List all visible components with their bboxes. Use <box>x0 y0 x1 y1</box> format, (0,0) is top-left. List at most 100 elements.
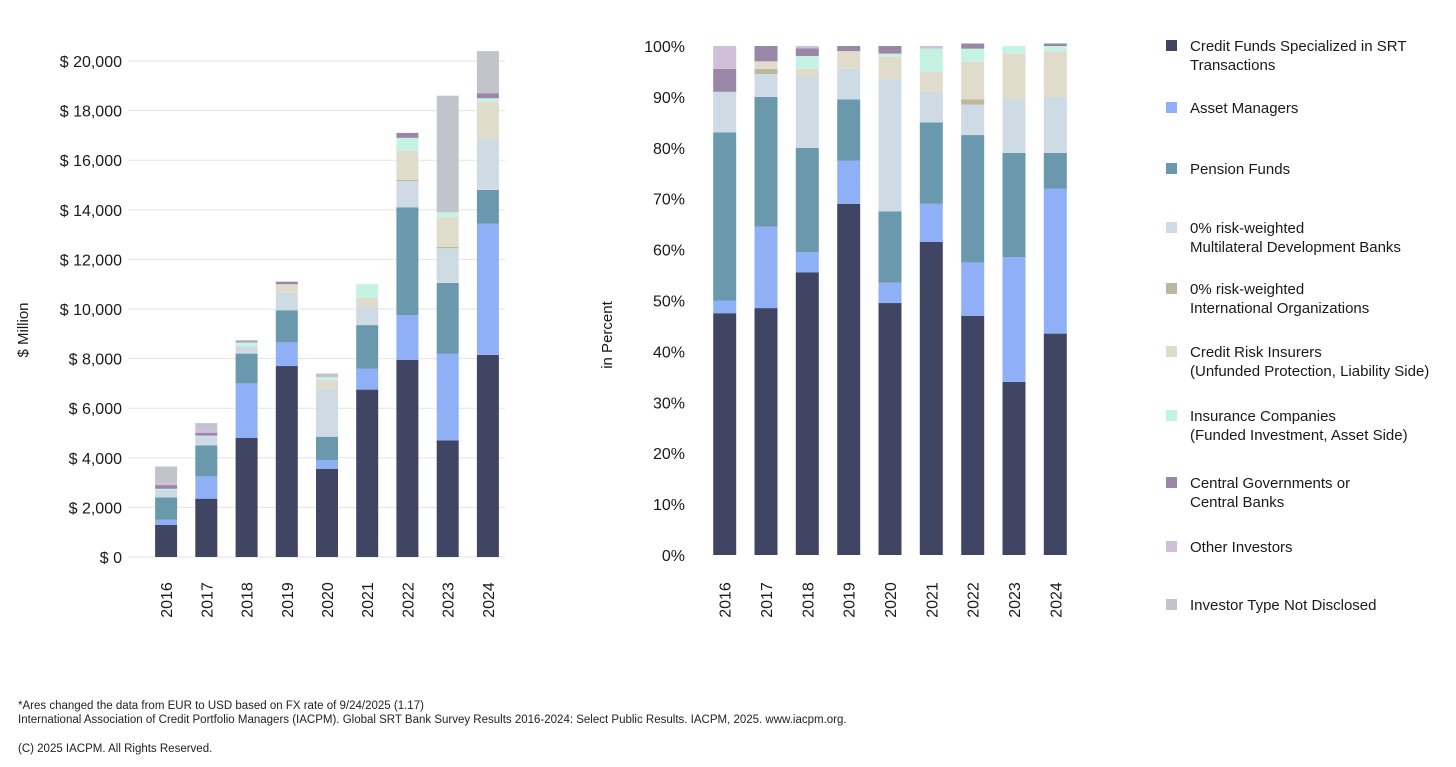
amount-bar-segment <box>195 433 218 436</box>
percent-ytick-label: 10% <box>653 497 685 514</box>
percent-ytick-label: 90% <box>653 90 685 107</box>
percent-bar-segment <box>961 99 985 105</box>
percent-bar-segment <box>713 68 737 92</box>
amount-ytick-label: $ 10,000 <box>60 302 122 319</box>
legend-swatch-intl-org <box>1166 283 1177 294</box>
amount-bar-segment <box>316 460 338 469</box>
percent-bar-segment <box>795 48 819 57</box>
percent-bar-segment <box>837 99 861 161</box>
footnote-fx: *Ares changed the data from EUR to USD b… <box>18 700 424 712</box>
amount-xtick-label: 2023 <box>441 582 458 618</box>
percent-bar-segment <box>919 46 943 49</box>
percent-bar-segment <box>795 76 819 148</box>
legend-swatch-credit-funds <box>1166 40 1177 51</box>
legend-swatch-not-disclosed <box>1166 599 1177 610</box>
amount-bar-segment <box>316 373 338 378</box>
percent-bar-segment <box>961 43 985 49</box>
legend-swatch-asset-managers <box>1166 102 1177 113</box>
legend-item-intl-org: 0% risk-weighted International Organizat… <box>1166 280 1456 318</box>
amount-bar-segment <box>195 435 218 446</box>
percent-bar-segment <box>754 61 778 69</box>
percent-bar-segment <box>837 51 861 69</box>
amount-bar-segment <box>476 190 499 224</box>
percent-bar-segment <box>1043 333 1067 555</box>
percent-bar-segment <box>878 211 902 283</box>
amount-bar-segment <box>155 490 178 498</box>
amount-ytick-label: $ 8,000 <box>69 352 122 369</box>
amount-bar-segment <box>195 428 218 433</box>
amount-bar-segment <box>235 438 258 557</box>
amount-ylabel: $ Million <box>15 302 32 357</box>
legend-swatch-insurance <box>1166 410 1177 421</box>
percent-ytick-label: 40% <box>653 344 685 361</box>
amount-bar-segment <box>275 284 298 293</box>
percent-xtick-label: 2022 <box>966 582 983 618</box>
percent-ylabel: in Percent <box>599 300 616 368</box>
amount-bar-segment <box>155 482 178 486</box>
percent-ytick-label: 100% <box>644 39 685 56</box>
amount-ytick-label: $ 16,000 <box>60 153 122 170</box>
percent-bar-segment <box>713 91 737 133</box>
percent-xtick-label: 2018 <box>800 582 817 618</box>
amount-bar-segment <box>436 247 459 249</box>
amount-bar-segment <box>436 248 459 283</box>
amount-bar-segment <box>235 341 258 343</box>
amount-bar-segment <box>436 95 459 213</box>
amount-bar-segment <box>316 379 338 389</box>
legend-label-other: Other Investors <box>1190 539 1293 556</box>
percent-bar-segment <box>713 313 737 555</box>
percent-xtick-label: 2024 <box>1048 582 1065 618</box>
amount-bar-segment <box>316 377 338 380</box>
amount-bar-segment <box>316 469 338 557</box>
percent-bar-segment <box>919 71 943 92</box>
amount-bar-segment <box>155 497 178 520</box>
amount-bar-segment <box>155 524 178 557</box>
percent-ytick-label: 80% <box>653 141 685 158</box>
percent-bar-segment <box>1043 51 1067 97</box>
amount-bar-segment <box>195 423 218 429</box>
percent-bar-segment <box>754 308 778 555</box>
percent-bar-segment <box>1043 152 1067 189</box>
amount-bar-segment <box>275 292 298 311</box>
legend-item-central-gov: Central Governments or Central Banks <box>1166 474 1456 512</box>
amount-bar-segment <box>275 281 298 285</box>
percent-bar-segment <box>754 226 778 309</box>
percent-xtick-label: 2016 <box>718 582 735 618</box>
amount-bar-segment <box>476 139 499 190</box>
footnote-source: International Association of Credit Port… <box>18 714 847 726</box>
percent-ytick-label: 30% <box>653 395 685 412</box>
amount-xtick-label: 2020 <box>320 582 337 618</box>
legend-label-insurance: Insurance Companies (Funded Investment, … <box>1190 408 1408 444</box>
amount-bar-segment <box>235 383 258 438</box>
legend-item-asset-managers: Asset Managers <box>1166 99 1456 118</box>
percent-bar-segment <box>919 242 943 555</box>
amount-ytick-label: $ 6,000 <box>69 401 122 418</box>
amount-bar-segment <box>436 440 459 557</box>
percent-bar-segment <box>919 203 943 242</box>
legend-label-credit-funds: Credit Funds Specialized in SRT Transact… <box>1190 38 1407 74</box>
percent-ytick-label: 70% <box>653 192 685 209</box>
amount-bar-segment <box>195 498 218 557</box>
amount-bar-segment <box>396 181 419 208</box>
percent-bar-segment <box>754 68 778 74</box>
amount-bar-segment <box>356 368 379 390</box>
percent-bar-segment <box>1002 257 1026 382</box>
legend-item-other: Other Investors <box>1166 538 1456 557</box>
legend-swatch-mdb <box>1166 222 1177 233</box>
amount-ytick-label: $ 14,000 <box>60 203 122 220</box>
legend-item-pension-funds: Pension Funds <box>1166 160 1456 179</box>
amount-xtick-label: 2018 <box>240 582 257 618</box>
percent-xtick-label: 2019 <box>842 582 859 618</box>
amount-bar-segment <box>476 223 499 355</box>
legend-item-insurance: Insurance Companies (Funded Investment, … <box>1166 407 1456 445</box>
percent-bar-segment <box>961 104 985 135</box>
amount-ytick-label: $ 20,000 <box>60 54 122 71</box>
percent-bar-segment <box>754 96 778 227</box>
percent-bar-segment <box>961 61 985 100</box>
percent-bar-segment <box>795 46 819 49</box>
amount-bar-segment <box>396 207 419 316</box>
amount-bar-segment <box>436 283 459 354</box>
amount-bar-segment <box>396 137 419 151</box>
percent-bar-segment <box>961 135 985 263</box>
percent-bar-segment <box>878 46 902 54</box>
